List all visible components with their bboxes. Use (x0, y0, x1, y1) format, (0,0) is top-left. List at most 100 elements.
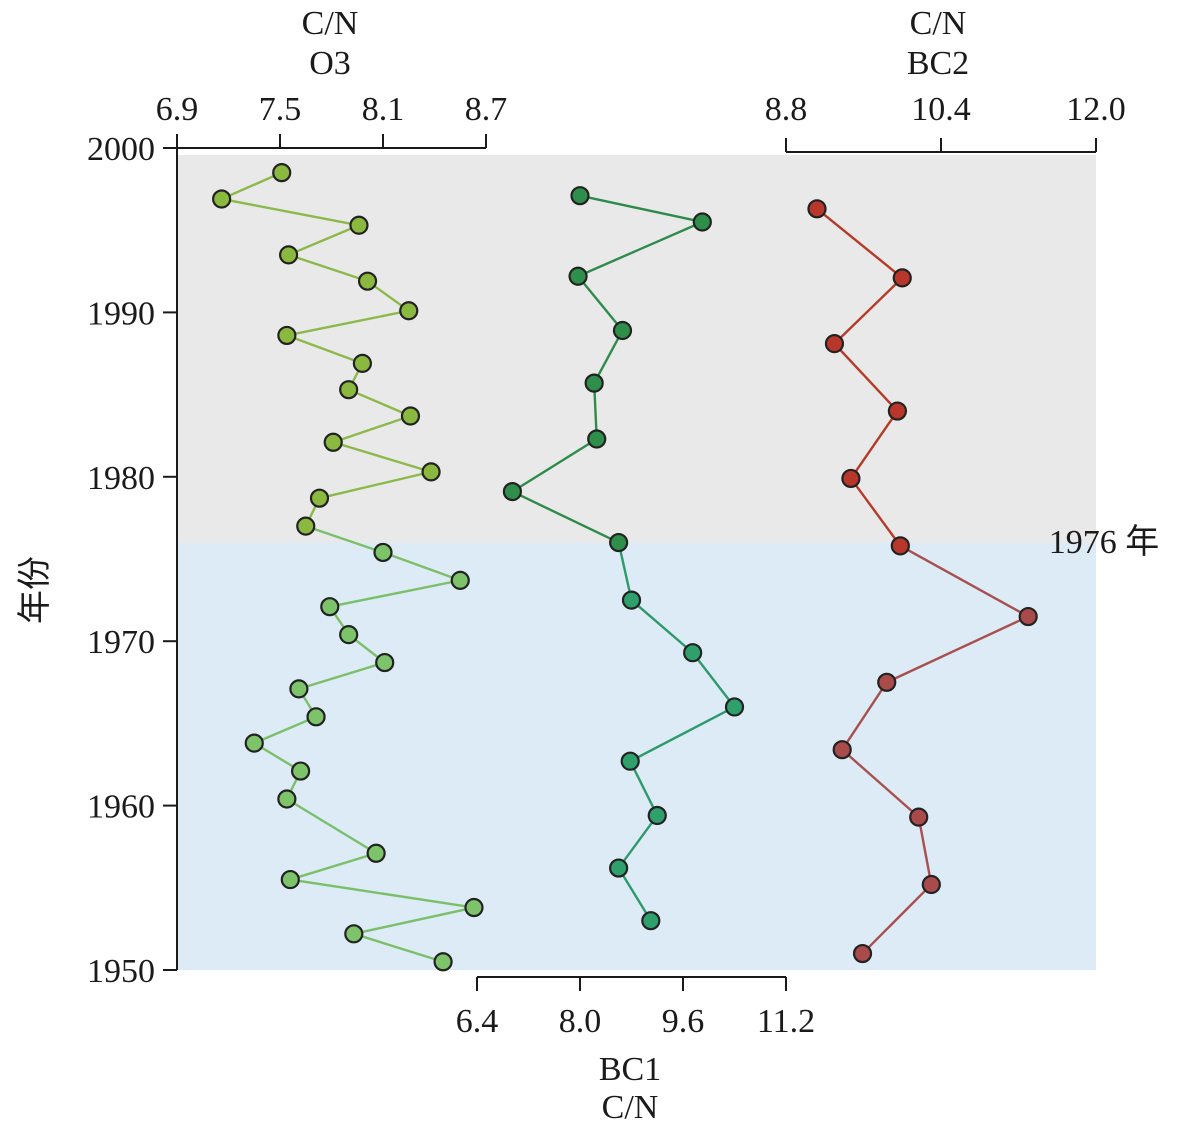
bc2-data-point (832, 740, 852, 760)
bc1-data-point (568, 266, 588, 286)
bc1-line-segment (579, 194, 703, 224)
bc2-line-segment (833, 277, 904, 345)
year-tick-label-1990: 1990 (87, 295, 155, 332)
o3-line-segment (332, 414, 411, 444)
o3-line-segment (289, 852, 377, 881)
o3-data-point (464, 897, 484, 918)
series-layer (212, 163, 1038, 972)
bc2-data-point (807, 199, 827, 219)
bc1-line-segment (630, 599, 694, 654)
bc2-data-point (921, 874, 941, 895)
bc1-line-segment (691, 651, 736, 708)
year-tick-label-1980: 1980 (87, 460, 155, 497)
o3-data-point (352, 353, 372, 373)
o3-data-point (306, 707, 326, 727)
bc1-line-segment (577, 275, 624, 332)
o3-data-point (357, 271, 378, 291)
label-layer: 2000 1990 1980 1970 1960 1950 年份 1976 年 6.9 7.5 8.… (16, 5, 1159, 1126)
bc2-line-segment (816, 207, 904, 279)
bc1-data-point (641, 911, 661, 931)
bc1-data-point (587, 429, 607, 449)
o3-line-segment (329, 579, 461, 608)
o3-line-segment (332, 441, 432, 474)
bc2-x-tick-label-8.8: 8.8 (765, 91, 808, 128)
bc2-line-segment (899, 544, 1029, 618)
bc2-data-point (887, 401, 908, 421)
bc2-data-point (877, 672, 897, 692)
bc2-axis-title-unit: C/N (910, 5, 967, 42)
o3-line-segment (288, 224, 360, 256)
bc2-data-point (890, 536, 910, 556)
period-boundary-annotation: 1976 年 (1049, 523, 1160, 561)
o3-line-segment (221, 197, 360, 227)
bc2-axis-title-name: BC2 (907, 45, 969, 82)
o3-line-segment (286, 797, 377, 855)
bc2-data-point (824, 334, 845, 354)
bc2-data-point (892, 268, 912, 288)
o3-data-point (296, 516, 316, 536)
bc1-x-tick-label-11.2: 11.2 (757, 1003, 815, 1040)
bc2-x-tick-label-10.4: 10.4 (911, 91, 971, 128)
o3-x-tick-label-8.1: 8.1 (362, 91, 405, 128)
o3-data-point (373, 542, 393, 563)
o3-data-point (280, 869, 300, 890)
bc1-data-point (609, 858, 629, 878)
o3-data-point (277, 789, 297, 809)
axis-layer (163, 134, 1097, 991)
o3-line-segment (290, 878, 475, 909)
o3-data-point (278, 245, 299, 265)
o3-line-segment (298, 661, 386, 691)
bc1-x-tick-label-6.4: 6.4 (456, 1003, 499, 1040)
bc1-data-point (502, 481, 523, 502)
background-layer (177, 155, 1096, 970)
bc1-line-segment (577, 220, 703, 278)
bc2-line-segment (841, 748, 920, 819)
o3-data-point (323, 432, 343, 452)
o3-data-point (366, 843, 386, 863)
o3-line-segment (348, 388, 411, 418)
y-axis-title: 年份 (16, 556, 54, 624)
bc1-line-segment (511, 490, 620, 544)
o3-line-segment (286, 309, 409, 337)
o3-data-point (291, 761, 311, 781)
o3-data-point (421, 462, 441, 482)
bc1-line-segment (617, 814, 659, 869)
o3-data-point (344, 924, 364, 944)
bc1-data-point (621, 590, 642, 610)
bc2-line-segment (841, 681, 888, 751)
bc1-line-segment (593, 329, 624, 384)
bc1-data-point (570, 186, 590, 206)
o3-data-point (400, 406, 421, 426)
o3-x-tick-label-6.9: 6.9 (156, 91, 199, 128)
o3-x-tick-label-8.7: 8.7 (465, 91, 508, 128)
bc1-axis-title-name: BC1 (599, 1051, 661, 1088)
o3-data-point (212, 189, 232, 209)
o3-data-point (339, 625, 359, 645)
o3-line-segment (305, 524, 384, 554)
o3-data-point (375, 652, 395, 673)
bc1-axis-title-unit: C/N (602, 1089, 659, 1126)
o3-data-point (309, 488, 330, 508)
year-tick-label-1950: 1950 (87, 953, 155, 990)
o3-axis-title-unit: C/N (302, 5, 359, 42)
o3-line-segment (221, 171, 283, 201)
year-tick-label-2000: 2000 (87, 131, 155, 168)
bc1-data-point (692, 212, 712, 232)
o3-line-segment (319, 470, 432, 500)
o3-data-point (289, 679, 309, 699)
bc1-data-point (620, 751, 640, 771)
o3-data-point (272, 163, 292, 183)
bc2-line-segment (849, 477, 902, 547)
o3-line-segment (382, 551, 461, 582)
bc2-data-point (841, 468, 861, 489)
bc2-line-segment (917, 816, 933, 885)
o3-data-point (450, 570, 470, 590)
o3-axis-title-name: O3 (309, 45, 351, 82)
bc2-data-point (909, 807, 929, 827)
o3-line-segment (353, 906, 475, 936)
o3-line-segment (288, 253, 368, 283)
bc1-data-point (584, 373, 604, 393)
o3-data-point (433, 952, 453, 972)
bc1-line-segment (511, 437, 598, 493)
